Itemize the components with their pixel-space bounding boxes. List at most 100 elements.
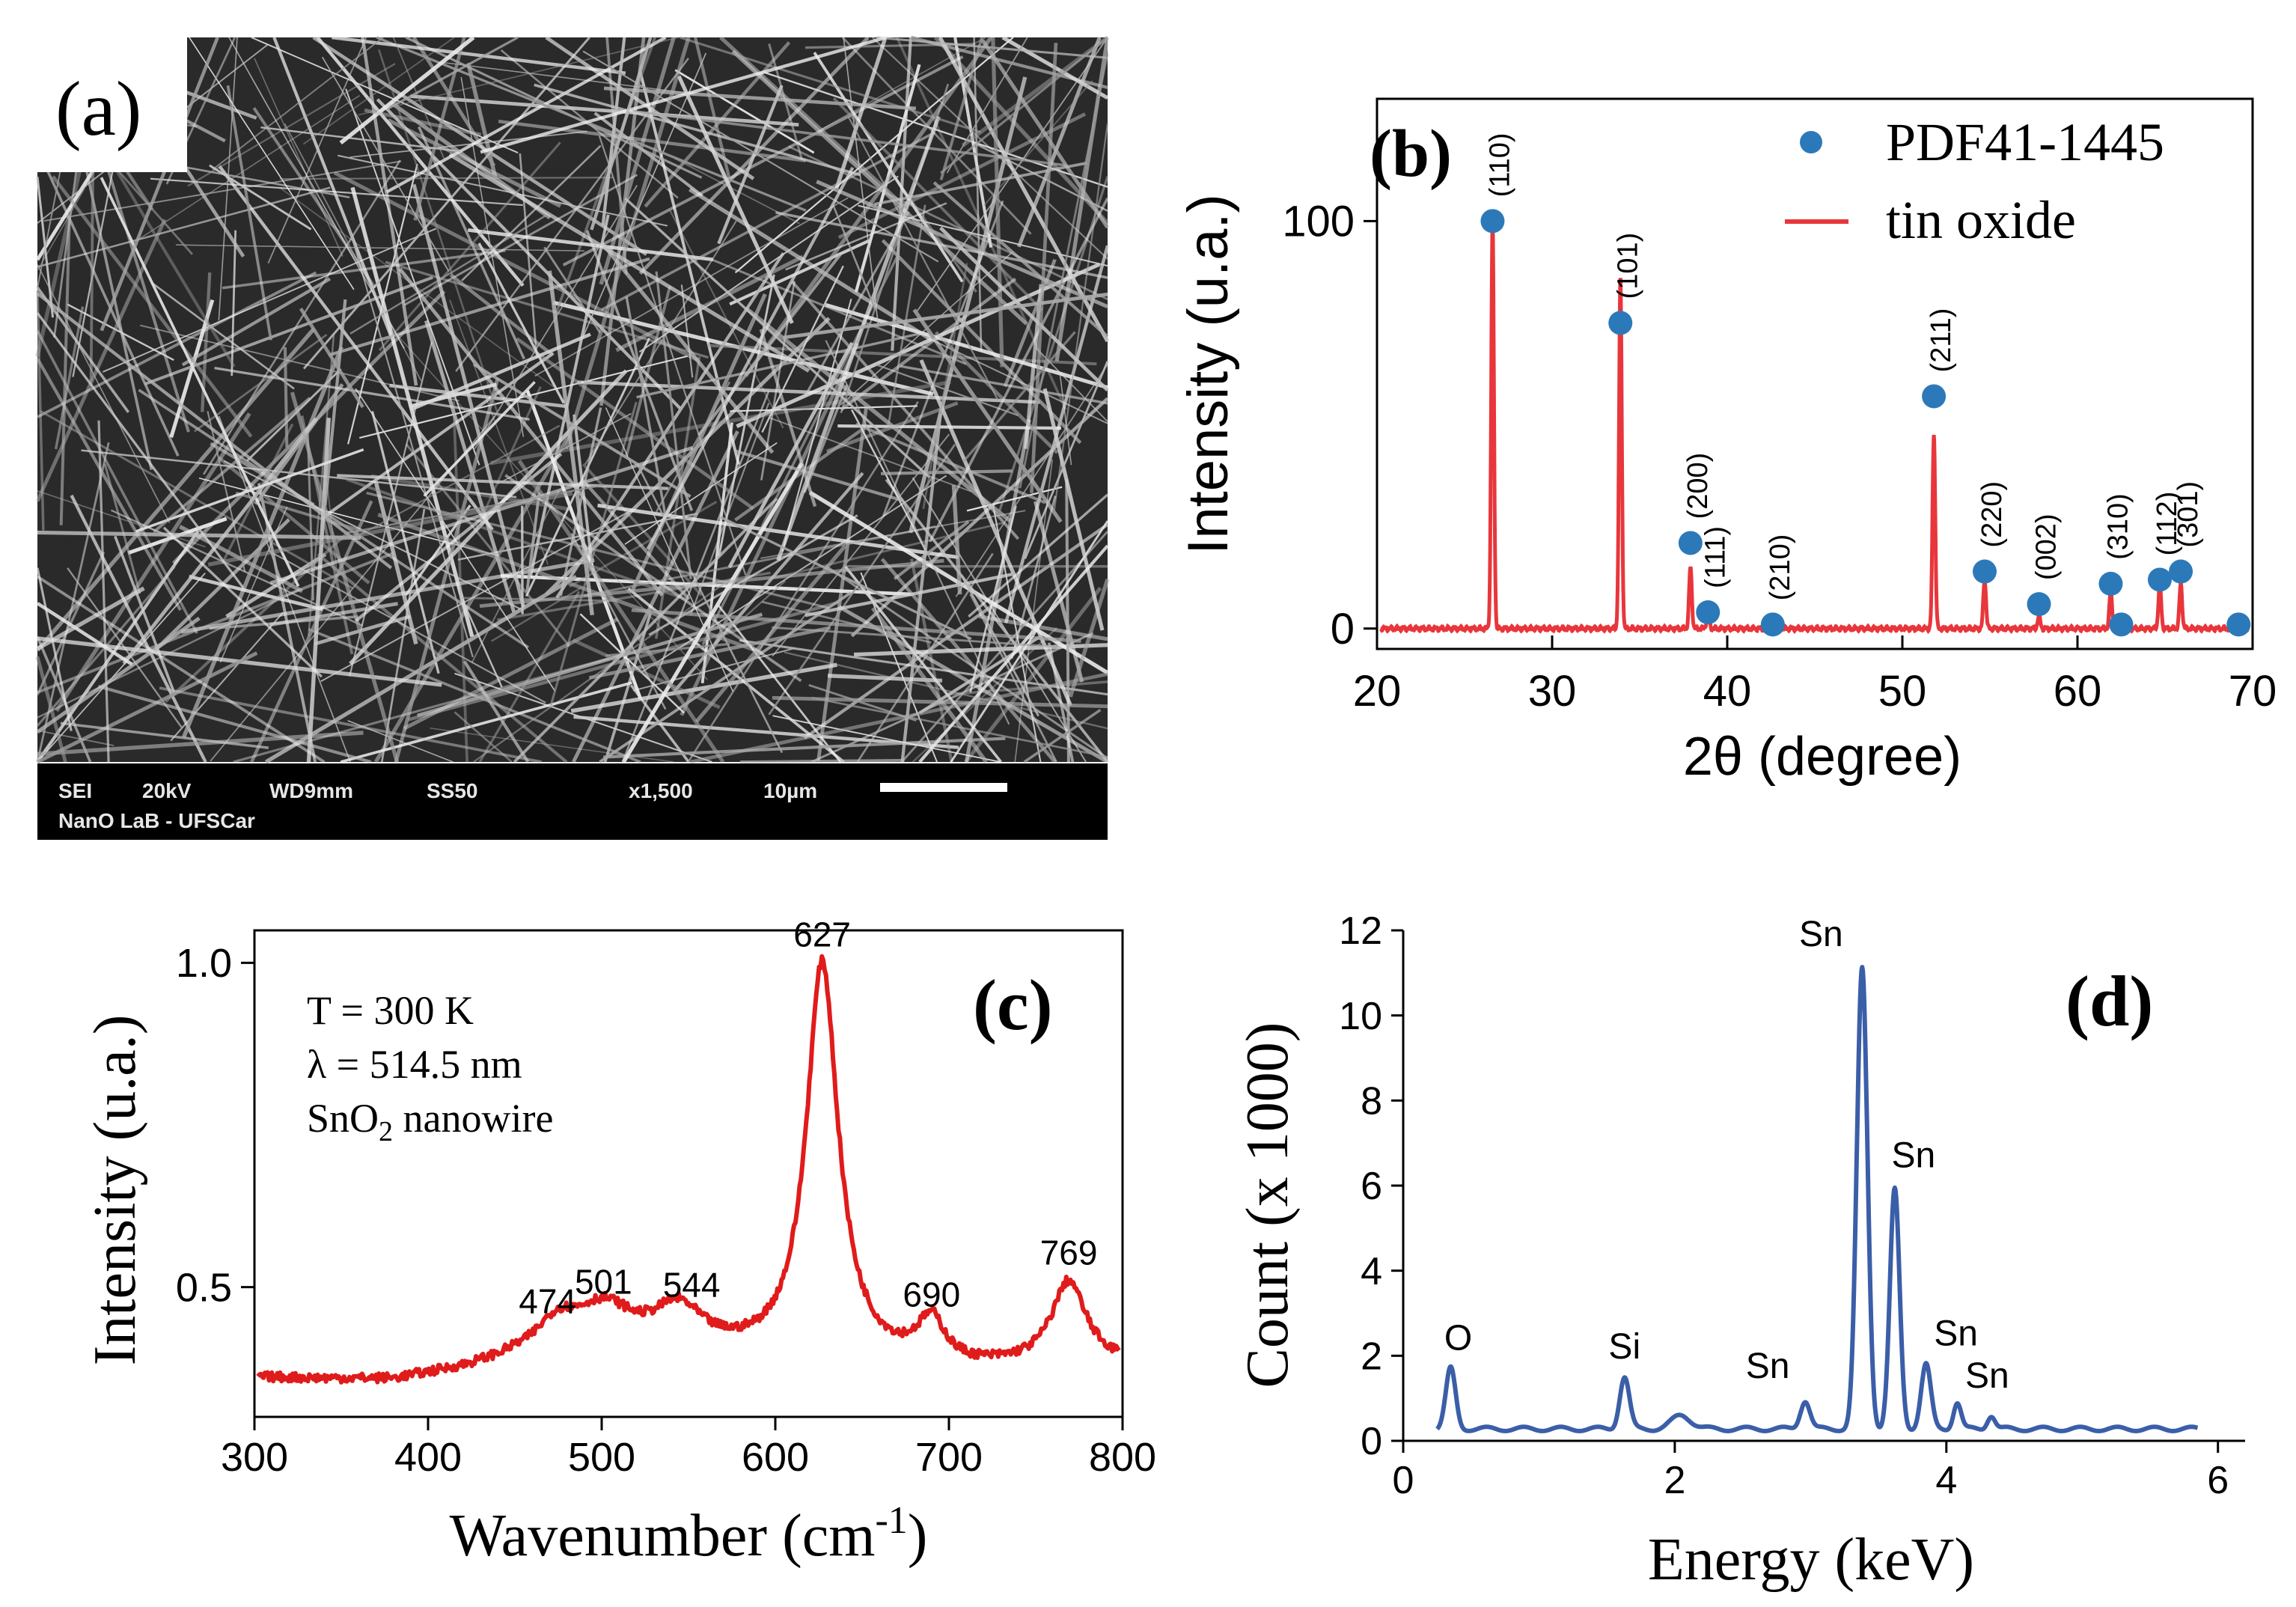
sem-nanowire: [844, 565, 1002, 763]
panel-label-b: (b): [1370, 117, 1452, 191]
sem-nanowire: [398, 267, 664, 597]
xrd-hkl-label: (210): [1765, 534, 1796, 601]
sem-nanowire: [688, 400, 919, 761]
sem-nanowire: [768, 43, 804, 161]
sem-nanowire: [370, 411, 440, 674]
sem-nanowire: [333, 171, 699, 362]
sem-nanowire: [572, 638, 721, 710]
sem-nanowire: [410, 94, 799, 127]
sem-nanowire: [350, 186, 474, 638]
sem-nanowire: [603, 612, 653, 763]
sem-nanowire: [655, 381, 731, 513]
sem-nanowire: [788, 145, 1108, 301]
sem-nanowire: [480, 35, 888, 154]
xrd-reference-marker: [1480, 209, 1505, 234]
sem-nanowire-texture: [35, 35, 1110, 764]
raman-x-axis-label: Wavenumber (cm-1): [450, 1499, 928, 1569]
sem-nanowire: [385, 36, 519, 111]
sem-nanowire: [228, 37, 405, 349]
sem-nanowire: [735, 449, 904, 502]
xrd-hkl-label: (002): [2031, 513, 2063, 580]
sem-nanowire: [919, 359, 1072, 707]
sem-nanowire: [55, 412, 251, 713]
xrd-reference-marker: [2109, 612, 2134, 637]
sem-nanowire: [992, 504, 1042, 763]
sem-nanowire: [279, 177, 613, 180]
sem-nanowire: [60, 722, 269, 749]
sem-nanowire: [187, 63, 396, 187]
eds-peak-label: Sn: [1746, 1347, 1790, 1386]
sem-nanowire: [477, 243, 565, 404]
eds-y-axis-label: Count (x 1000): [1235, 1022, 1301, 1388]
y-tick-label: 10: [1339, 995, 1382, 1038]
sem-nanowire: [321, 56, 450, 272]
sem-nanowire: [955, 364, 1108, 597]
raman-annotation-temperature: T = 300 K: [307, 988, 474, 1033]
sem-nanowire: [122, 417, 318, 665]
sem-nanowire: [349, 228, 474, 658]
xrd-chart: 20 30 40 50 60 70 0 100 (110) (101) (200) (111) (21…: [1176, 97, 2277, 787]
sem-nanowire: [267, 549, 546, 704]
sem-nanowire: [181, 277, 331, 367]
y-tick-label: 2: [1361, 1335, 1382, 1379]
sem-nanowire: [632, 647, 796, 692]
sem-nanowire: [590, 37, 653, 231]
sem-nanowire: [36, 358, 182, 612]
sem-nanowire: [36, 586, 145, 651]
sem-nanowire: [534, 197, 849, 377]
sem-nanowire: [513, 497, 778, 763]
sem-nanowire: [679, 36, 981, 134]
sem-nanowire: [1065, 479, 1070, 763]
sem-nanowire: [449, 299, 549, 565]
sem-nanowire: [316, 36, 525, 287]
sem-nanowire: [873, 162, 1087, 206]
sem-nanowire: [302, 37, 455, 145]
sem-nanowire: [1047, 642, 1075, 763]
sem-nanowire: [876, 364, 1019, 416]
raman-annotation: T = 300 K λ = 514.5 nm SnO2 nanowire: [307, 988, 553, 1147]
sem-nanowire: [269, 445, 694, 585]
sem-nanowire: [784, 651, 1108, 730]
xrd-reference-marker: [1696, 600, 1721, 624]
sem-nanowire: [339, 35, 475, 145]
sem-nanowire: [378, 141, 561, 352]
sem-nanowire: [392, 37, 445, 159]
sem-nanowire: [306, 418, 331, 763]
sem-nanowire: [1019, 53, 1109, 489]
sem-nanowire: [269, 602, 398, 627]
sem-nanowire: [36, 312, 245, 589]
xrd-legend-marker: [1800, 131, 1822, 153]
sem-nanowire: [1042, 388, 1105, 631]
sem-nanowire: [111, 509, 364, 627]
xrd-hkl-label: (200): [1682, 453, 1714, 519]
sem-working-distance: WD9mm: [269, 779, 353, 802]
sem-lab-name: NanO LaB - UFSCar: [58, 809, 255, 832]
sem-nanowire: [36, 442, 110, 763]
panel-label-c: (c): [973, 965, 1053, 1045]
xrd-reference-marker: [2027, 592, 2051, 617]
x-tick-label: 500: [568, 1435, 635, 1480]
sem-nanowire: [840, 277, 1017, 412]
sem-nanowire: [323, 299, 347, 506]
sem-nanowire: [378, 49, 500, 418]
sem-nanowire: [36, 575, 326, 763]
xrd-reference-marker: [1922, 384, 1947, 409]
raman-annotation-wavelength: λ = 514.5 nm: [307, 1042, 522, 1087]
raman-y-axis-label: Intensity (u.a.): [82, 1015, 148, 1366]
xrd-hkl-label: (112): [2152, 492, 2183, 556]
sem-nanowire: [717, 85, 784, 245]
x-tick-label: 400: [394, 1435, 462, 1480]
sem-nanowire: [366, 491, 830, 610]
sem-nanowire: [36, 602, 134, 667]
xrd-hkl-label: (101): [1612, 233, 1643, 299]
sem-nanowire: [816, 407, 868, 762]
sem-nanowire: [851, 409, 926, 551]
sem-nanowire: [182, 346, 344, 738]
sem-nanowire: [290, 391, 400, 763]
sem-nanowire: [153, 397, 311, 534]
sem-nanowire: [260, 126, 461, 153]
sem-nanowire: [689, 403, 770, 615]
sem-nanowire: [97, 685, 372, 763]
sem-nanowire: [969, 505, 1017, 693]
